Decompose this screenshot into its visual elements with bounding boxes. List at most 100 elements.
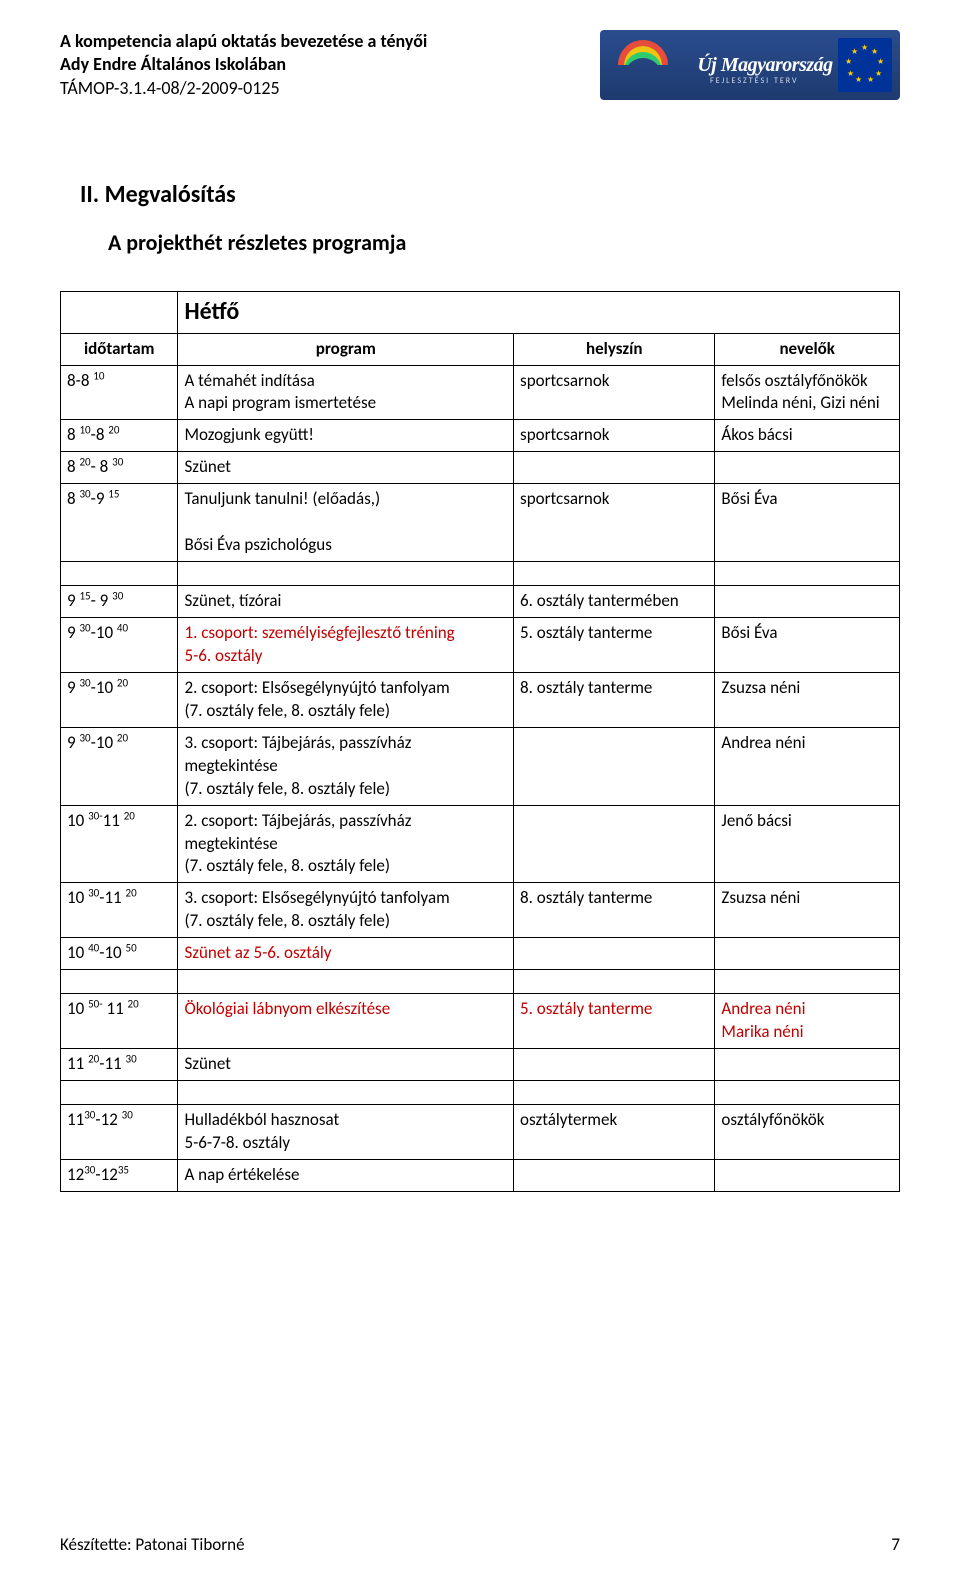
cell-who [715,1159,900,1191]
subsection-title: A projekthét részletes programja [108,229,900,256]
cell-location: sportcsarnok [514,365,715,420]
table-row [61,562,900,586]
cell-location [514,727,715,805]
table-row: 9 15- 9 30Szünet, tízórai6. osztály tant… [61,586,900,618]
page-header: A kompetencia alapú oktatás bevezetése a… [60,30,900,100]
cell-who: Bősi Éva [715,484,900,562]
table-row: 1230-1235A nap értékelése [61,1159,900,1191]
cell-location: 5. osztály tanterme [514,994,715,1049]
cell-program: Szünet az 5-6. osztály [178,938,514,970]
cell-time: 1130-12 30 [61,1105,178,1160]
cell-who: Andrea néni [715,727,900,805]
cell-location [514,805,715,883]
cell-who [715,1049,900,1081]
cell-who: Zsuzsa néni [715,672,900,727]
cell-program: 1. csoport: személyiségfejlesztő tréning… [178,618,514,673]
cell-time: 8 20- 8 30 [61,452,178,484]
col-program-header: program [178,333,514,365]
cell-who: Bősi Éva [715,618,900,673]
header-line1: A kompetencia alapú oktatás bevezetése a… [60,30,427,53]
footer-page: 7 [891,1534,900,1555]
cell-time: 10 30-11 20 [61,805,178,883]
table-row: 8 30-9 15Tanuljunk tanulni! (előadás,) B… [61,484,900,562]
table-row [61,1081,900,1105]
table-row: 10 50- 11 20Ökológiai lábnyom elkészítés… [61,994,900,1049]
col-location-header: helyszín [514,333,715,365]
cell-time: 10 50- 11 20 [61,994,178,1049]
cell-program: 3. csoport: Tájbejárás, passzívház megte… [178,727,514,805]
logo-subtext: FEJLESZTÉSI TERV [710,76,799,86]
cell-who: osztályfőnökök [715,1105,900,1160]
cell-location: osztálytermek [514,1105,715,1160]
cell-time: 9 15- 9 30 [61,586,178,618]
header-line3: TÁMOP-3.1.4-08/2-2009-0125 [60,77,427,100]
day-header-row: Hétfő [61,292,900,333]
cell-location: sportcsarnok [514,484,715,562]
cell-time: 8 10-8 20 [61,420,178,452]
cell-time: 9 30-10 20 [61,727,178,805]
cell-location [514,452,715,484]
day-name: Hétfő [178,292,900,333]
cell-location: 8. osztály tanterme [514,672,715,727]
header-logo: Új Magyarország FEJLESZTÉSI TERV ★ ★ ★ ★… [600,30,900,100]
cell-who: Ákos bácsi [715,420,900,452]
col-who-header: nevelők [715,333,900,365]
cell-who [715,586,900,618]
table-row: 9 30-10 203. csoport: Tájbejárás, passzí… [61,727,900,805]
table-row [61,970,900,994]
cell-location [514,1049,715,1081]
table-row: 9 30-10 202. csoport: Elsősegélynyújtó t… [61,672,900,727]
cell-program: 3. csoport: Elsősegélynyújtó tanfolyam(7… [178,883,514,938]
cell-who: Andrea néni Marika néni [715,994,900,1049]
cell-program: Szünet, tízórai [178,586,514,618]
table-row: 10 40-10 50Szünet az 5-6. osztály [61,938,900,970]
cell-time: 1230-1235 [61,1159,178,1191]
cell-program: Mozogjunk együtt! [178,420,514,452]
cell-program: Hulladékból hasznosat5-6-7-8. osztály [178,1105,514,1160]
cell-time: 10 40-10 50 [61,938,178,970]
cell-program: Tanuljunk tanulni! (előadás,) Bősi Éva p… [178,484,514,562]
cell-program: 2. csoport: Elsősegélynyújtó tanfolyam(7… [178,672,514,727]
cell-program: Szünet [178,452,514,484]
schedule-table: Hétfő időtartam program helyszín nevelők… [60,291,900,1192]
logo-text: Új Magyarország [697,54,832,77]
cell-time: 10 30-11 20 [61,883,178,938]
cell-location: 5. osztály tanterme [514,618,715,673]
cell-location [514,938,715,970]
column-header-row: időtartam program helyszín nevelők [61,333,900,365]
cell-location: sportcsarnok [514,420,715,452]
table-row: 8-8 10A témahét indításaA napi program i… [61,365,900,420]
cell-time: 9 30-10 40 [61,618,178,673]
header-line2: Ady Endre Általános Iskolában [60,53,427,76]
page-footer: Készítette: Patonai Tiborné 7 [60,1534,900,1555]
table-row: 10 30-11 203. csoport: Elsősegélynyújtó … [61,883,900,938]
cell-time: 11 20-11 30 [61,1049,178,1081]
table-row: 9 30-10 401. csoport: személyiségfejlesz… [61,618,900,673]
cell-who: Zsuzsa néni [715,883,900,938]
cell-who: felsős osztályfőnökökMelinda néni, Gizi … [715,365,900,420]
cell-program: 2. csoport: Tájbejárás, passzívház megte… [178,805,514,883]
cell-program: Ökológiai lábnyom elkészítése [178,994,514,1049]
cell-time: 8 30-9 15 [61,484,178,562]
table-row: 8 10-8 20Mozogjunk együtt!sportcsarnokÁk… [61,420,900,452]
cell-program: A nap értékelése [178,1159,514,1191]
cell-program: A témahét indításaA napi program ismerte… [178,365,514,420]
table-row: 10 30-11 202. csoport: Tájbejárás, passz… [61,805,900,883]
cell-time: 9 30-10 20 [61,672,178,727]
table-row: 1130-12 30Hulladékból hasznosat5-6-7-8. … [61,1105,900,1160]
header-text: A kompetencia alapú oktatás bevezetése a… [60,30,427,100]
col-time-header: időtartam [61,333,178,365]
cell-location: 8. osztály tanterme [514,883,715,938]
cell-location: 6. osztály tantermében [514,586,715,618]
rainbow-icon [618,40,668,65]
cell-who [715,938,900,970]
eu-flag-icon: ★ ★ ★ ★ ★ ★ ★ ★ ★ [838,38,892,92]
cell-who [715,452,900,484]
section-title: II. Megvalósítás [80,180,900,209]
cell-time: 8-8 10 [61,365,178,420]
footer-author: Készítette: Patonai Tiborné [60,1534,245,1555]
cell-location [514,1159,715,1191]
cell-program: Szünet [178,1049,514,1081]
cell-who: Jenő bácsi [715,805,900,883]
table-row: 11 20-11 30Szünet [61,1049,900,1081]
